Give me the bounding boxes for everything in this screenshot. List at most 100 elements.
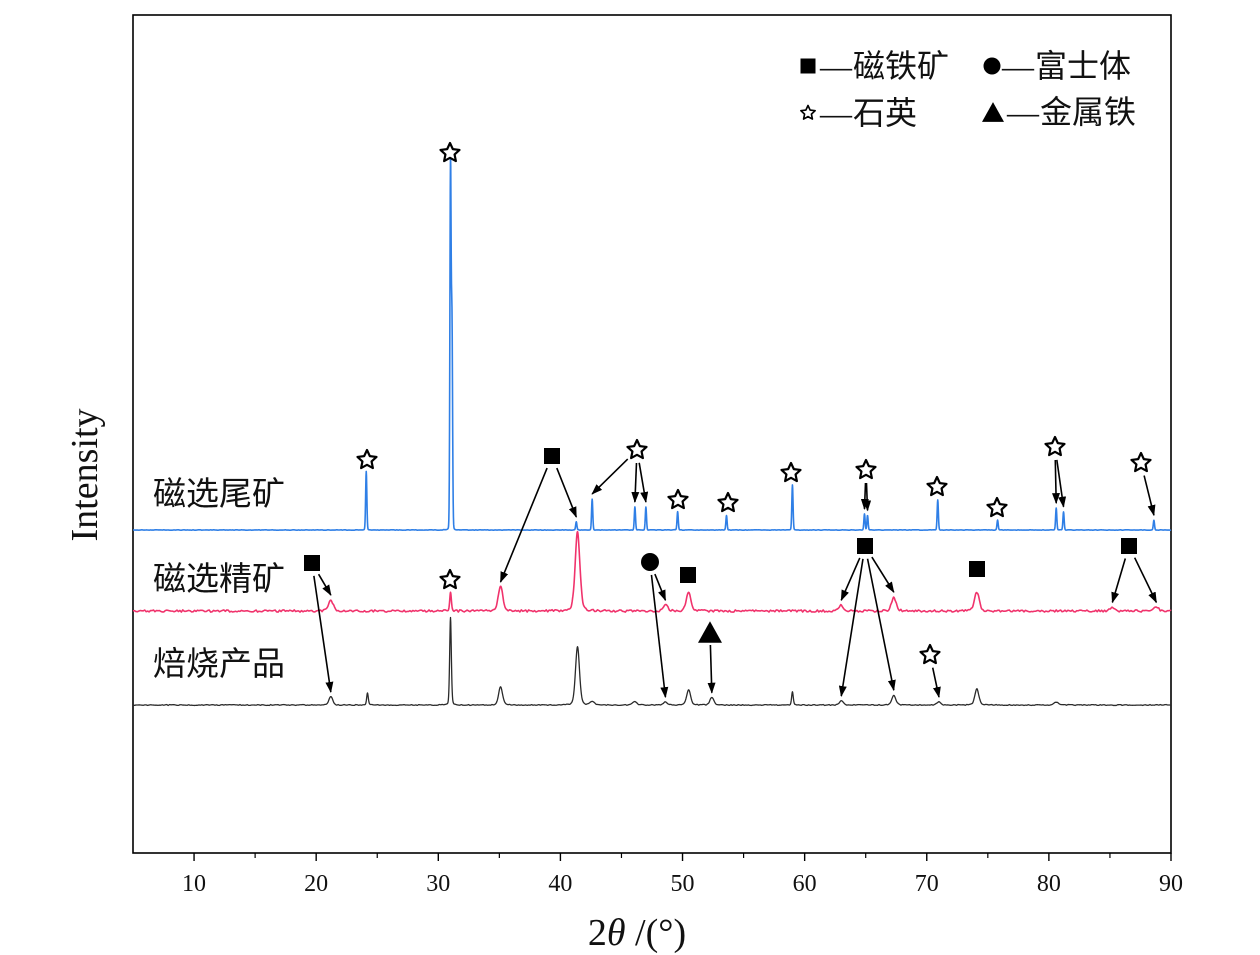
star-marker-icon [926,475,948,497]
legend-separator: — [1001,48,1035,84]
circle-marker-icon [641,553,659,571]
annotation-arrow [866,558,896,692]
series-line-0 [132,151,1172,532]
annotation-arrow [313,575,334,693]
legend-label: 金属铁 [1040,93,1136,131]
triangle-legend-icon [982,102,1004,122]
legend-label: 磁铁矿 [853,47,949,85]
square-marker-icon [544,448,560,464]
annotation-layer [304,141,1158,699]
annotation-star [1130,451,1156,517]
x-tick-label: 10 [182,871,206,897]
x-tick-label: 40 [548,871,572,897]
star-legend-icon [800,104,816,120]
annotation-arrow [591,458,629,495]
star-marker-icon [855,458,877,480]
x-tick-label: 30 [426,871,450,897]
legend: — 磁铁矿 — 富士体— 石英 — 金属铁 [800,47,1136,132]
annotation-arrow [840,557,861,602]
annotation-star [855,458,877,512]
annotation-star [780,461,802,483]
square-marker-icon [857,538,873,554]
series-layer [132,151,1172,707]
star-marker-icon [626,438,648,460]
star-marker-icon [667,488,689,510]
star-marker-icon [717,491,739,513]
square-marker-icon [304,555,320,571]
annotation-square [680,567,696,583]
series-labels: 磁选尾矿 磁选精矿 焙烧产品 [153,474,285,683]
annotation-arrow [931,667,941,699]
x-tick-label: 60 [793,871,817,897]
x-tick-label: 90 [1159,871,1183,897]
square-legend-icon [800,58,816,74]
series-label-2: 焙烧产品 [153,644,285,683]
legend-separator: — [819,48,853,84]
x-axis: 10 20 30 40 50 60 70 80 90 [182,853,1183,897]
annotation-star [591,438,649,503]
y-axis-label: Intensity [64,409,106,542]
plot-frame [132,14,1172,854]
annotation-arrow [838,558,864,697]
star-marker-icon [780,461,802,483]
annotation-star [667,488,689,510]
annotation-arrow [1133,557,1158,604]
annotation-star [717,491,739,513]
series-label-0: 磁选尾矿 [153,474,285,513]
annotation-arrow [1051,459,1060,505]
square-marker-icon [680,567,696,583]
annotation-square [969,561,985,577]
star-marker-icon [1130,451,1152,473]
annotation-star [986,496,1008,518]
legend-entry: — 金属铁 [982,93,1136,131]
annotation-arrow [638,462,649,503]
x-axis-label-part: 2 [588,912,607,954]
annotation-star [926,475,948,497]
x-tick-label: 70 [915,871,939,897]
star-marker-icon [356,448,378,470]
series-line-2 [132,616,1172,707]
legend-entry: — 磁铁矿 [800,47,949,85]
square-marker-icon [1121,538,1137,554]
annotation-arrow [556,467,578,518]
annotation-arrow [871,556,895,593]
annotation-arrow [1111,558,1127,604]
annotation-circle [641,553,669,699]
annotation-arrow [317,573,332,596]
star-marker-icon [919,643,941,665]
annotation-star [1044,435,1067,508]
star-marker-icon [1044,435,1066,457]
annotation-arrow [863,482,872,512]
star-marker-icon [439,568,461,590]
series-line-1 [132,530,1172,613]
annotation-arrow [1056,459,1067,508]
star-marker-icon [439,141,461,163]
annotation-square [499,448,578,583]
annotation-arrow [707,644,716,694]
legend-separator: — [1006,94,1040,130]
annotation-arrow [631,462,640,503]
annotation-star [919,643,941,699]
annotation-star [439,141,461,163]
legend-label: 石英 [853,94,917,132]
annotation-arrow [499,467,548,583]
annotation-square [304,555,334,693]
x-tick-label: 80 [1037,871,1061,897]
x-axis-label-symbol: θ [607,912,626,954]
legend-separator: — [819,95,853,131]
series-label-1: 磁选精矿 [153,559,285,598]
legend-entry: — 石英 [800,94,917,132]
annotation-square [838,538,896,697]
annotation-arrow [650,574,669,699]
annotation-star [439,568,461,590]
annotation-arrow [1143,475,1156,517]
square-marker-icon [969,561,985,577]
circle-legend-icon [983,57,1001,75]
star-marker-icon [986,496,1008,518]
annotation-arrow [860,482,869,510]
x-tick-label: 20 [304,871,328,897]
x-axis-label-part: /(°) [626,912,687,954]
legend-entry: — 富士体 [983,47,1131,85]
legend-label: 富士体 [1035,47,1131,85]
